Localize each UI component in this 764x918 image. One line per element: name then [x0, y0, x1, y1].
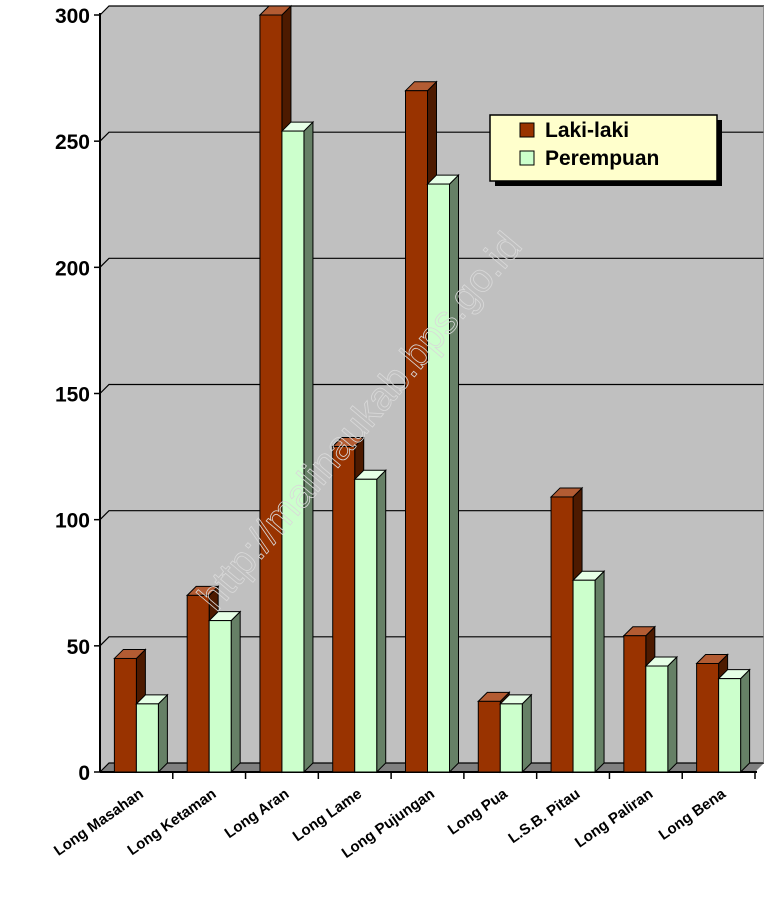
legend-label: Laki-laki [545, 119, 629, 142]
y-tick-label: 250 [55, 131, 90, 154]
legend-label: Perempuan [545, 147, 659, 170]
bar-front [499, 703, 523, 773]
bar-front [696, 662, 720, 773]
bar-front [550, 496, 574, 773]
bar-side [521, 693, 532, 774]
bar-side [157, 693, 168, 774]
bar [571, 570, 606, 774]
bar [280, 120, 315, 774]
y-tick-label: 50 [67, 636, 90, 659]
y-tick-label: 100 [55, 510, 90, 533]
bar-side [740, 668, 751, 774]
bars [113, 4, 751, 774]
legend: Laki-laki Perempuan [489, 114, 722, 186]
gridline [99, 762, 764, 773]
bar-front [572, 579, 596, 773]
bar-front [186, 594, 210, 773]
bar-front [135, 703, 159, 773]
bar-front [645, 665, 669, 773]
bar [644, 655, 679, 774]
gridline [99, 5, 764, 16]
gridline [99, 510, 764, 521]
x-tick-label: Long Aran [222, 785, 293, 842]
bar-front [281, 130, 305, 773]
bar-front [405, 90, 428, 773]
y-axis-ticks: 0 50 100 150 200 250 300 [55, 5, 100, 785]
bar [499, 693, 533, 774]
gridline [99, 383, 764, 394]
bar-side [449, 173, 459, 774]
bar-front [623, 635, 647, 773]
bar-front [113, 657, 137, 773]
bar [207, 610, 242, 774]
bar-side [376, 469, 387, 774]
bar [135, 693, 169, 774]
legend-swatch [519, 122, 535, 138]
y-tick-label: 200 [55, 257, 90, 280]
x-tick-label: Long Pua [445, 785, 511, 838]
bar-side [594, 570, 605, 774]
bar-front [427, 183, 450, 773]
bar-front [718, 678, 742, 773]
bar-front [477, 700, 501, 773]
bar-front [332, 445, 356, 773]
x-tick-label: Long Bena [656, 785, 730, 844]
bar-front [354, 478, 378, 773]
bar [353, 469, 387, 774]
bar-side [230, 610, 241, 774]
legend-swatch [519, 150, 535, 166]
bar-side [667, 655, 678, 774]
bar-front [208, 620, 232, 773]
gridlines [99, 5, 764, 773]
bar [426, 173, 460, 774]
gridline [99, 257, 764, 268]
y-tick-label: 300 [55, 5, 90, 28]
bar [717, 668, 751, 774]
gridline [99, 636, 764, 647]
y-tick-label: 0 [78, 762, 90, 785]
x-tick-label: Long Paliran [572, 785, 656, 851]
y-tick-label: 150 [55, 384, 90, 407]
bar-front [259, 14, 283, 773]
